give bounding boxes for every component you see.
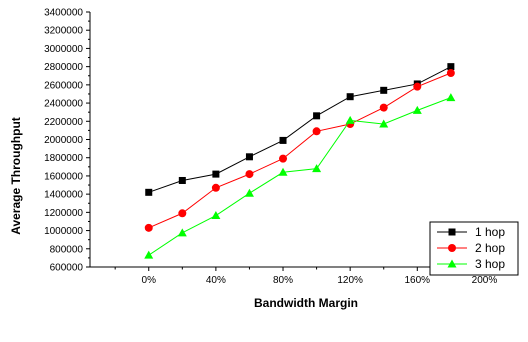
x-axis-title: Bandwidth Margin — [254, 296, 358, 310]
data-point — [244, 188, 254, 197]
y-tick-label: 1800000 — [44, 153, 83, 164]
legend-label: 3 hop — [475, 257, 505, 271]
series-layer — [144, 63, 456, 259]
legend-label: 1 hop — [475, 225, 505, 239]
data-point — [245, 170, 254, 179]
legend: 1 hop 2 hop 3 hop — [429, 221, 519, 276]
y-tick-label: 600000 — [50, 263, 84, 274]
x-tick-label: 200% — [472, 275, 498, 286]
data-point — [412, 105, 422, 114]
x-tick-label: 0% — [142, 275, 157, 286]
y-tick-label: 2000000 — [44, 135, 83, 146]
data-point — [145, 188, 153, 196]
y-tick-label: 3400000 — [44, 8, 83, 19]
legend-entry: 3 hop — [437, 257, 505, 271]
data-point — [211, 183, 220, 192]
series-2 — [144, 69, 455, 232]
legend-marker — [447, 259, 457, 268]
series-line — [148, 72, 452, 229]
data-point — [447, 63, 455, 71]
y-tick-label: 1000000 — [44, 226, 83, 237]
legend-label: 2 hop — [475, 241, 505, 255]
data-point — [144, 223, 153, 232]
data-point — [379, 119, 389, 128]
y-axis-title: Average Throughput — [9, 117, 23, 235]
series-line — [148, 97, 452, 256]
x-tick-label: 120% — [337, 275, 363, 286]
data-point — [245, 153, 253, 161]
data-point — [312, 164, 322, 173]
legend-entry: 1 hop — [437, 225, 505, 239]
y-tick-label: 2200000 — [44, 117, 83, 128]
series-line — [148, 66, 452, 193]
x-tick-label: 160% — [405, 275, 431, 286]
legend-marker — [448, 244, 456, 252]
series-3 — [144, 93, 456, 259]
y-tick-label: 1600000 — [44, 171, 83, 182]
data-point — [313, 112, 321, 120]
y-tick-label: 3200000 — [44, 26, 83, 37]
series-1 — [145, 63, 455, 196]
y-tick-label: 1400000 — [44, 190, 83, 201]
legend-marker — [448, 228, 456, 236]
data-point — [379, 103, 388, 112]
data-point — [380, 86, 388, 94]
y-axis-ticks: 600000 800000 1000000 1200000 1400000 1600000… — [44, 8, 90, 274]
data-point — [446, 93, 456, 102]
data-point — [279, 154, 288, 163]
data-point — [413, 82, 422, 91]
y-tick-label: 2600000 — [44, 80, 83, 91]
data-point — [312, 127, 321, 136]
x-tick-label: 40% — [206, 275, 226, 286]
data-point — [178, 176, 186, 184]
data-point — [279, 136, 287, 144]
y-tick-label: 2800000 — [44, 62, 83, 73]
y-tick-label: 2400000 — [44, 99, 83, 110]
data-point — [177, 228, 187, 237]
data-point — [345, 115, 355, 124]
data-point — [178, 209, 187, 218]
y-tick-label: 1200000 — [44, 208, 83, 219]
y-tick-label: 800000 — [50, 244, 84, 255]
data-point — [144, 250, 154, 259]
data-point — [211, 211, 221, 220]
data-point — [278, 167, 288, 176]
data-point — [446, 69, 455, 78]
x-tick-label: 80% — [273, 275, 293, 286]
data-point — [212, 170, 220, 178]
y-tick-label: 3000000 — [44, 44, 83, 55]
data-point — [346, 93, 354, 101]
legend-entry: 2 hop — [437, 241, 505, 255]
